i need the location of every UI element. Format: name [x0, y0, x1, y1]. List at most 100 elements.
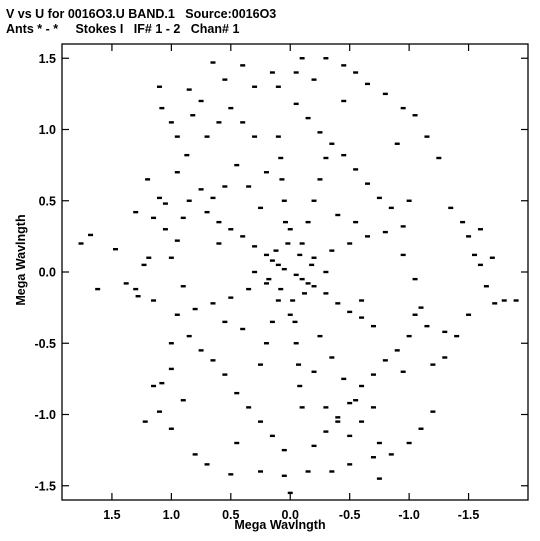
data-point — [156, 410, 162, 413]
data-point — [293, 342, 299, 345]
data-point — [376, 477, 382, 480]
data-point — [359, 299, 365, 302]
data-point — [287, 228, 293, 231]
data-point — [430, 410, 436, 413]
data-point — [246, 287, 252, 291]
data-point — [151, 216, 157, 220]
data-point — [168, 367, 174, 371]
data-point — [513, 299, 519, 302]
data-point — [168, 427, 174, 430]
chart-subtitle: Ants * - * Stokes I IF# 1 - 2 Chan# 1 — [6, 22, 240, 36]
data-point — [204, 210, 210, 214]
data-point — [252, 245, 258, 248]
y-tick-label: 0.0 — [39, 266, 56, 280]
data-point — [269, 259, 275, 262]
data-point — [269, 320, 275, 324]
data-point — [95, 287, 101, 291]
data-point — [492, 302, 498, 305]
data-point — [190, 114, 196, 117]
data-point — [198, 99, 204, 103]
data-point — [216, 242, 222, 245]
data-point — [370, 324, 376, 328]
data-point — [174, 239, 180, 242]
data-point — [228, 473, 234, 476]
data-point — [135, 295, 141, 298]
data-point — [430, 363, 436, 366]
data-point — [311, 78, 317, 81]
y-tick-label: -1.0 — [34, 408, 56, 422]
data-point — [472, 253, 478, 257]
data-point — [418, 306, 424, 309]
data-point — [275, 299, 281, 302]
data-point — [353, 71, 359, 74]
data-point — [400, 370, 406, 373]
data-point — [323, 430, 329, 433]
data-point — [278, 156, 284, 160]
data-point — [483, 285, 489, 288]
data-point — [293, 273, 299, 277]
data-point — [88, 233, 94, 237]
data-point — [341, 377, 347, 381]
data-point — [341, 153, 347, 157]
data-point — [406, 199, 412, 202]
data-point — [204, 463, 210, 466]
data-point — [210, 302, 216, 305]
x-tick-label: -1.5 — [458, 508, 480, 522]
data-point — [359, 420, 365, 423]
data-point — [222, 320, 228, 324]
data-point — [266, 277, 272, 281]
data-point — [263, 171, 269, 174]
y-tick-label: 0.5 — [39, 194, 56, 208]
data-point — [216, 121, 222, 124]
data-point — [222, 185, 228, 188]
data-point — [323, 156, 329, 160]
data-point — [309, 263, 315, 267]
data-point — [370, 406, 376, 409]
data-point — [186, 199, 192, 202]
data-point — [159, 381, 165, 385]
data-point — [329, 249, 335, 252]
x-tick-label: 1.5 — [103, 508, 120, 522]
data-point — [279, 178, 285, 181]
data-point — [228, 106, 234, 110]
data-point — [329, 470, 335, 473]
data-point — [180, 399, 186, 402]
data-point — [305, 220, 311, 224]
data-point — [305, 282, 311, 285]
data-point — [302, 292, 308, 295]
data-point — [281, 267, 287, 271]
data-point — [501, 299, 507, 302]
data-point — [296, 363, 302, 366]
data-point — [180, 285, 186, 288]
data-point — [347, 434, 353, 438]
data-point — [436, 156, 442, 160]
data-point — [442, 356, 448, 359]
data-point — [240, 64, 246, 67]
data-point — [489, 256, 495, 259]
data-point — [123, 282, 129, 285]
data-point — [311, 444, 317, 448]
data-point — [293, 71, 299, 74]
data-point — [246, 185, 252, 188]
data-point — [460, 220, 466, 224]
data-point — [412, 313, 418, 316]
y-tick-label: -1.5 — [34, 479, 56, 493]
data-point — [287, 313, 293, 316]
data-point — [406, 334, 412, 338]
data-point — [281, 474, 287, 477]
data-point — [376, 196, 382, 200]
data-point — [186, 334, 192, 338]
data-point — [168, 342, 174, 345]
data-point — [174, 313, 180, 316]
data-point — [365, 235, 371, 238]
data-point — [290, 299, 296, 302]
data-point — [151, 299, 157, 302]
data-point — [292, 320, 298, 324]
data-point — [186, 88, 192, 91]
x-axis-label: Mega Wavlngth — [234, 518, 326, 532]
data-point — [347, 463, 353, 466]
y-tick-label: 1.5 — [39, 52, 56, 66]
data-point — [353, 399, 359, 402]
data-point — [448, 206, 454, 210]
